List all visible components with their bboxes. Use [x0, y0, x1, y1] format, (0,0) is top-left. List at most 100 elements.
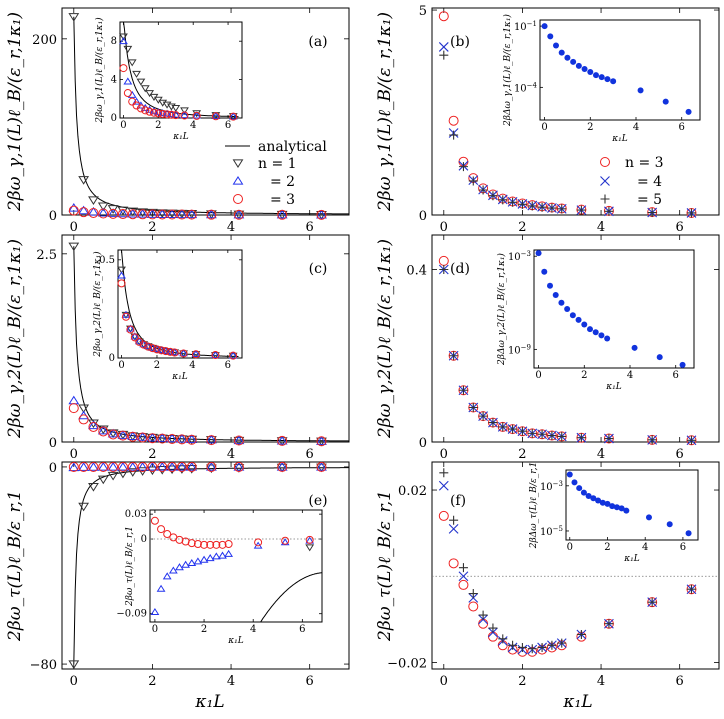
panel-f-inset-dot [599, 499, 606, 506]
legend-m3-swatch [600, 157, 610, 167]
panel-f-point [488, 623, 498, 633]
panel-e-point [316, 463, 327, 473]
panel-f-xtick-label: 0 [440, 674, 448, 689]
panel-a-inset-point [136, 104, 145, 113]
panel-c-point [167, 433, 178, 444]
panel-d-point [604, 434, 614, 444]
panel-a-point [98, 208, 109, 219]
panel-e: 0 2 4 6 0 −80 2βω_τ(L)ℓ_B/ε_r,1 (e) 0 2 4 6 0.03 0 −0.… [5, 461, 350, 689]
panel-b-ylabel: 2βω_γ,1(L)ℓ_B/(ε_r,1κ₁) [375, 12, 395, 212]
panel-b-inset-dot [575, 62, 582, 69]
panel-c-point [137, 432, 148, 441]
panel-e-point [98, 461, 109, 472]
panel-d-inset-dot [656, 354, 663, 361]
panel-b-point [604, 206, 614, 216]
panel-f-inset-ylabel: 2βΔω_τ(L)ℓ_B/ε_r,1 [528, 462, 539, 549]
panel-e-point [117, 461, 128, 472]
panel-f-point [517, 642, 527, 652]
panel-b-xtick-label: 0 [440, 220, 448, 235]
panel-b-inset-dot [541, 23, 548, 30]
panel-e-inset-point [218, 540, 227, 549]
panel-e-point [205, 464, 217, 474]
panel-b-inset-xlabel: κ₁L [611, 134, 628, 144]
panel-f-inset-bg [566, 470, 698, 540]
panel-a: 0 2 4 6 0 200 2βω_γ,1(L)ℓ_B/(ε_r,1κ₁) (a) 0 2 4 6 0 4… [5, 7, 350, 235]
panel-e-inset-point [305, 535, 314, 544]
panel-b-point [448, 115, 459, 126]
panel-e-inset-point [212, 540, 221, 549]
panel-d-point [557, 431, 567, 441]
panel-c-point [107, 428, 119, 438]
panel-a-inset-point [211, 111, 221, 120]
panel-f-point [498, 634, 508, 644]
panel-a-inset-point [192, 110, 202, 118]
panel-a-point [127, 207, 139, 217]
panel-e-point [186, 461, 198, 471]
panel-e-point [147, 461, 158, 471]
panel-d-inset-dot [535, 250, 542, 257]
panel-e-point [97, 462, 109, 471]
panel-d-label: (d) [450, 261, 470, 277]
panel-c-inset: 0 2 4 6 0 0.5 κ₁L 2βω_γ,2(L)ℓ_B/(ε_r,1κ₁) [92, 249, 243, 382]
panel-a-inset-point [171, 111, 180, 120]
panel-a-point [233, 209, 244, 220]
panel-c-inset-point [179, 349, 188, 358]
panel-a-label: (a) [308, 34, 327, 50]
panel-e-point [166, 465, 178, 475]
panel-a-point [157, 209, 168, 220]
panel-a-inset-point [171, 104, 181, 113]
panel-f-point [448, 558, 459, 569]
panel-c-point [117, 430, 129, 439]
panel-e-inset-frame [149, 509, 323, 623]
panel-a-inset-point [162, 109, 172, 117]
panel-f-point [478, 618, 489, 629]
panel-b-point [468, 176, 478, 186]
panel-a-point [206, 209, 217, 220]
panel-c-xtick-label: 4 [227, 447, 235, 462]
panel-a-point [78, 176, 90, 185]
panel-f-point [527, 644, 537, 654]
panel-f-inset-dot [666, 521, 673, 528]
panel-c-inset-point [121, 312, 130, 321]
panel-a-inset-point [127, 90, 137, 98]
panel-e-inset-xtick-label: 4 [250, 624, 256, 635]
panel-b-point [517, 199, 527, 209]
legend-n3-swatch [233, 194, 243, 204]
panel-e-point [127, 468, 139, 477]
panel-c-point [233, 435, 244, 446]
panel-e-series [68, 461, 327, 472]
panel-a-inset-point [145, 107, 154, 116]
panel-d-inset-dot [604, 335, 611, 342]
panel-e-inset-point [150, 516, 159, 525]
panel-b-inset-ylabel: 2βΔω_γ,1(L)ℓ_B/(ε_r,1κ₁) [502, 14, 513, 127]
panel-c-point [108, 429, 119, 440]
panel-c-point [88, 420, 99, 430]
panel-b-inset-dot [547, 33, 554, 40]
panel-e-point [233, 461, 244, 472]
panel-c-inset-point [117, 279, 126, 288]
panel-f-inset-dot [580, 489, 587, 496]
panel-a-point [88, 196, 99, 206]
panel-a-inset-ylabel: 2βω_γ,1(L)ℓ_B/(ε_r,1κ₁) [94, 17, 105, 124]
panel-a-inset-point [192, 111, 201, 120]
panel-d-xtick-label: 0 [440, 447, 448, 462]
panel-a-point [97, 207, 109, 217]
panel-a-xtick-label: 0 [70, 220, 78, 235]
panel-b-inset-xtick-label: 0 [541, 122, 547, 133]
panel-c-xtick-label: 6 [306, 447, 314, 462]
legend-n2-swatch [232, 176, 244, 185]
panel-e-point [277, 461, 288, 472]
panel-a-point [176, 209, 188, 219]
panel-c-inset-point [165, 347, 175, 355]
panel-d-inset-dot [569, 312, 576, 319]
panel-c-point [176, 434, 187, 445]
panel-c-xtick-label: 2 [148, 447, 156, 462]
panel-e-point [127, 461, 139, 471]
panel-e-inset-point [175, 563, 184, 571]
panel-c-inset-ytick-label: 0.5 [99, 255, 115, 266]
panel-f-ytick-label: −0.02 [387, 657, 427, 672]
panel-e-point [176, 461, 188, 471]
panel-a-inset-point [140, 85, 150, 93]
panel-b-inset-dot [587, 69, 594, 76]
panel-c-inset-point [144, 342, 153, 351]
